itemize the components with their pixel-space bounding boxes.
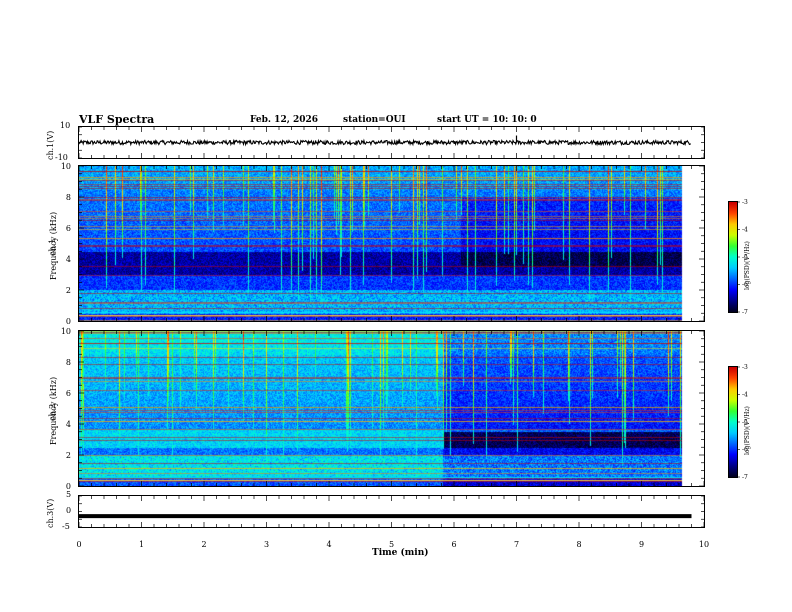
- x-tick-label-5: 5: [389, 540, 394, 549]
- colorbar-tick-label: -3: [742, 364, 748, 371]
- ch1-ytick-bottom: -10: [55, 153, 68, 162]
- ch3-ytick-mid: 0: [66, 506, 72, 515]
- colorbar-tick-label: -4: [742, 392, 748, 399]
- x-tick-label-9: 9: [639, 540, 644, 549]
- station-label: station=OUI: [343, 115, 406, 125]
- colorbar-tick-label: -6: [742, 447, 748, 454]
- colorbar-tick-label: -7: [742, 309, 748, 316]
- colorbar-tick-label: -7: [742, 474, 748, 481]
- ch2-spectrogram-frame: [78, 330, 705, 487]
- ch1-freq-tick-0: 0: [66, 317, 71, 326]
- colorbar-tick-label: -4: [742, 227, 748, 234]
- ch2-freq-tick-2: 2: [66, 451, 71, 460]
- ch2-spectrogram: [79, 331, 694, 486]
- x-tick-label-0: 0: [76, 540, 81, 549]
- ch1-waveform-trace: [78, 138, 692, 147]
- ch2-freq-tick-6: 6: [66, 389, 71, 398]
- colorbar-tick-label: -5: [742, 419, 748, 426]
- x-axis-label: Time (min): [372, 548, 429, 558]
- ch1-spectrogram-frame: [78, 165, 705, 322]
- ch3-ytick-top: 5: [66, 490, 72, 499]
- x-tick-label-2: 2: [201, 540, 206, 549]
- x-tick-label-6: 6: [451, 540, 456, 549]
- ch2-freq-tick-10: 10: [61, 327, 71, 336]
- ch3-ytick-bottom: -5: [62, 522, 70, 531]
- colorbar-tick-label: -5: [742, 254, 748, 261]
- x-tick-label-8: 8: [576, 540, 581, 549]
- ch3-waveform-panel: [78, 495, 705, 528]
- ch1-ytick-top: 10: [60, 121, 71, 130]
- ch2-freq-tick-4: 4: [66, 420, 71, 429]
- ch1-colorbar: [729, 202, 737, 312]
- x-tick-label-10: 10: [699, 540, 709, 549]
- ch1-spectrogram: [79, 166, 694, 321]
- ch2-freq-tick-0: 0: [66, 482, 71, 491]
- ch1-freq-tick-10: 10: [61, 162, 71, 171]
- ch1-freq-tick-2: 2: [66, 286, 71, 295]
- ch2-colorbar: [729, 367, 737, 477]
- start-time-label: start UT = 10: 10: 0: [437, 115, 537, 125]
- ch1-freq-tick-4: 4: [66, 255, 71, 264]
- colorbar-tick-label: -3: [742, 199, 748, 206]
- colorbar-tick-label: -6: [742, 282, 748, 289]
- x-tick-label-4: 4: [326, 540, 331, 549]
- x-tick-label-3: 3: [264, 540, 269, 549]
- date-label: Feb. 12, 2026: [250, 115, 319, 125]
- ch1-waveform-panel: [78, 126, 705, 159]
- ch1-freq-tick-8: 8: [66, 193, 71, 202]
- ch2-freq-tick-8: 8: [66, 358, 71, 367]
- x-tick-label-7: 7: [514, 540, 519, 549]
- ch1-freq-tick-6: 6: [66, 224, 71, 233]
- x-tick-label-1: 1: [139, 540, 144, 549]
- chart-title: VLF Spectra: [79, 113, 155, 126]
